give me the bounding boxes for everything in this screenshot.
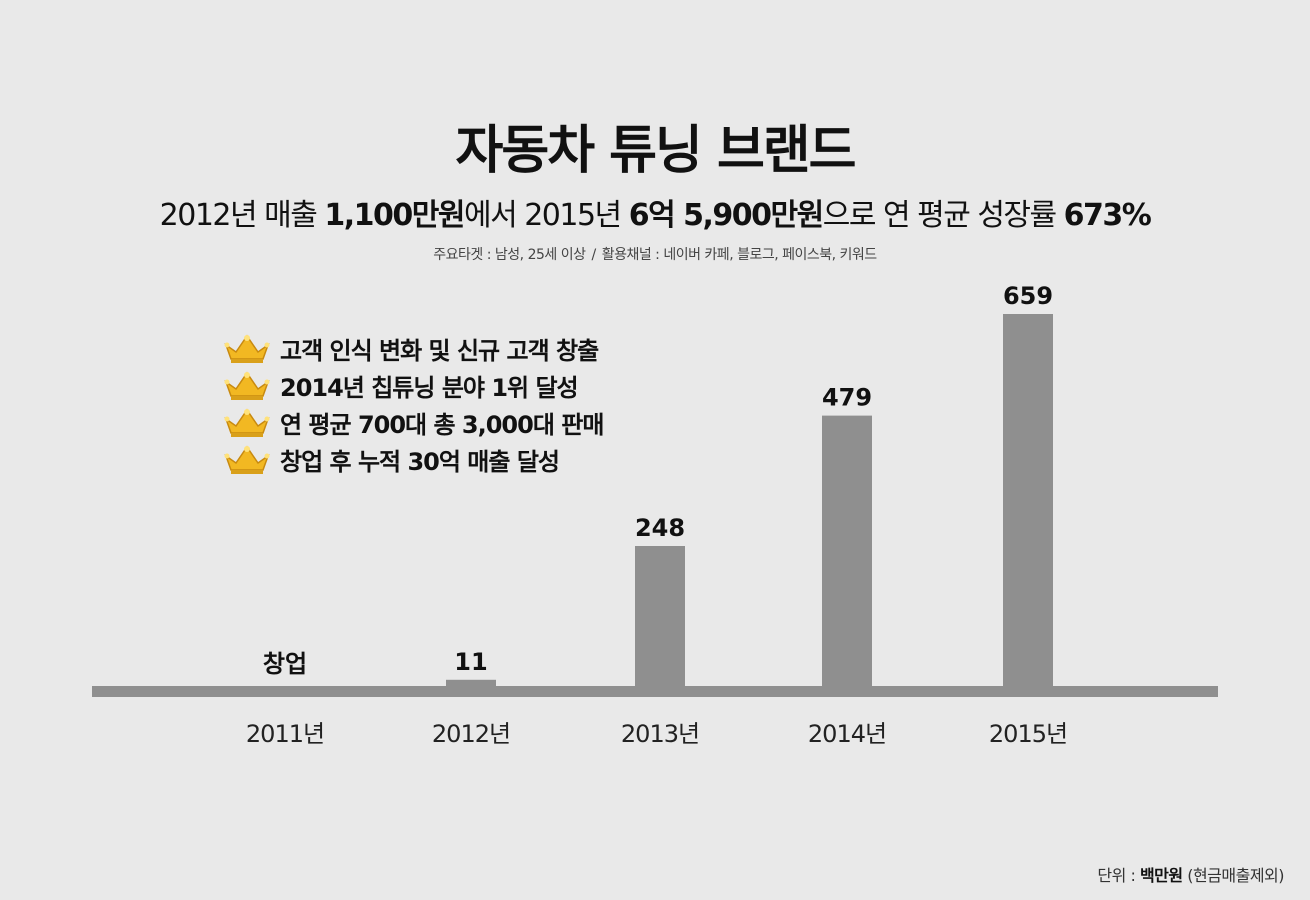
subtitle-highlight-2: 6억 5,900만원 bbox=[628, 198, 825, 233]
highlight-item: 창업 후 누적 30억 매출 달성 bbox=[222, 441, 603, 478]
x-tick-label: 2013년 bbox=[621, 720, 699, 748]
subtitle-highlight-3: 673% bbox=[1063, 198, 1152, 233]
subtitle-text-2: 에서 2015년 bbox=[463, 198, 629, 233]
crown-icon bbox=[224, 334, 270, 363]
unit-value: 백만원 bbox=[1139, 866, 1183, 885]
subtitle-text-1: 2012년 매출 bbox=[159, 198, 325, 233]
bar bbox=[635, 546, 685, 690]
channel-info: 활용채널 : 네이버 카페, 블로그, 페이스북, 키워드 bbox=[601, 247, 878, 263]
highlight-text: 고객 인식 변화 및 신규 고객 창출 bbox=[280, 337, 599, 365]
subtitle-text-3: 으로 연 평균 성장률 bbox=[822, 198, 1064, 233]
x-axis-baseline bbox=[92, 686, 1218, 697]
crown-icon bbox=[224, 408, 270, 437]
highlight-item: 고객 인식 변화 및 신규 고객 창출 bbox=[222, 330, 603, 367]
chart-subtitle: 2012년 매출 1,100만원에서 2015년 6억 5,900만원으로 연 … bbox=[0, 190, 1310, 234]
chart-title: 자동차 튜닝 브랜드 bbox=[455, 121, 857, 181]
unit-prefix: 단위 : bbox=[1097, 866, 1140, 885]
crown-icon bbox=[224, 371, 270, 400]
unit-note: 단위 : 백만원 (현금매출제외) bbox=[1097, 862, 1284, 886]
target-info: 주요타겟 : 남성, 25세 이상 bbox=[433, 247, 586, 263]
x-tick-label: 2014년 bbox=[808, 720, 886, 748]
target-channel-info: 주요타겟 : 남성, 25세 이상 / 활용채널 : 네이버 카페, 블로그, 페이… bbox=[0, 244, 1310, 264]
highlight-text: 2014년 칩튜닝 분야 1위 달성 bbox=[280, 374, 579, 402]
data-label: 479 bbox=[822, 384, 872, 412]
highlight-text: 연 평균 700대 총 3,000대 판매 bbox=[280, 411, 604, 439]
bar bbox=[446, 679, 496, 690]
data-label: 11 bbox=[454, 648, 487, 676]
highlight-item: 연 평균 700대 총 3,000대 판매 bbox=[222, 404, 604, 441]
data-label: 248 bbox=[635, 514, 685, 542]
x-tick-label: 2012년 bbox=[432, 720, 510, 748]
subtitle-highlight-1: 1,100만원 bbox=[324, 198, 465, 233]
info-separator: / bbox=[591, 247, 596, 263]
highlight-text: 창업 후 누적 30억 매출 달성 bbox=[280, 448, 560, 476]
unit-suffix: (현금매출제외) bbox=[1182, 866, 1284, 885]
crown-icon bbox=[224, 445, 270, 474]
x-tick-label: 2011년 bbox=[246, 720, 324, 748]
x-tick-label: 2015년 bbox=[989, 720, 1067, 748]
highlight-item: 2014년 칩튜닝 분야 1위 달성 bbox=[222, 367, 603, 404]
bar bbox=[822, 415, 872, 690]
bar bbox=[1003, 314, 1053, 690]
highlights-list: 고객 인식 변화 및 신규 고객 창출 2014년 칩튜닝 분야 1위 달성 연… bbox=[222, 330, 604, 478]
data-label: 659 bbox=[1003, 282, 1053, 310]
data-label: 창업 bbox=[263, 650, 307, 678]
